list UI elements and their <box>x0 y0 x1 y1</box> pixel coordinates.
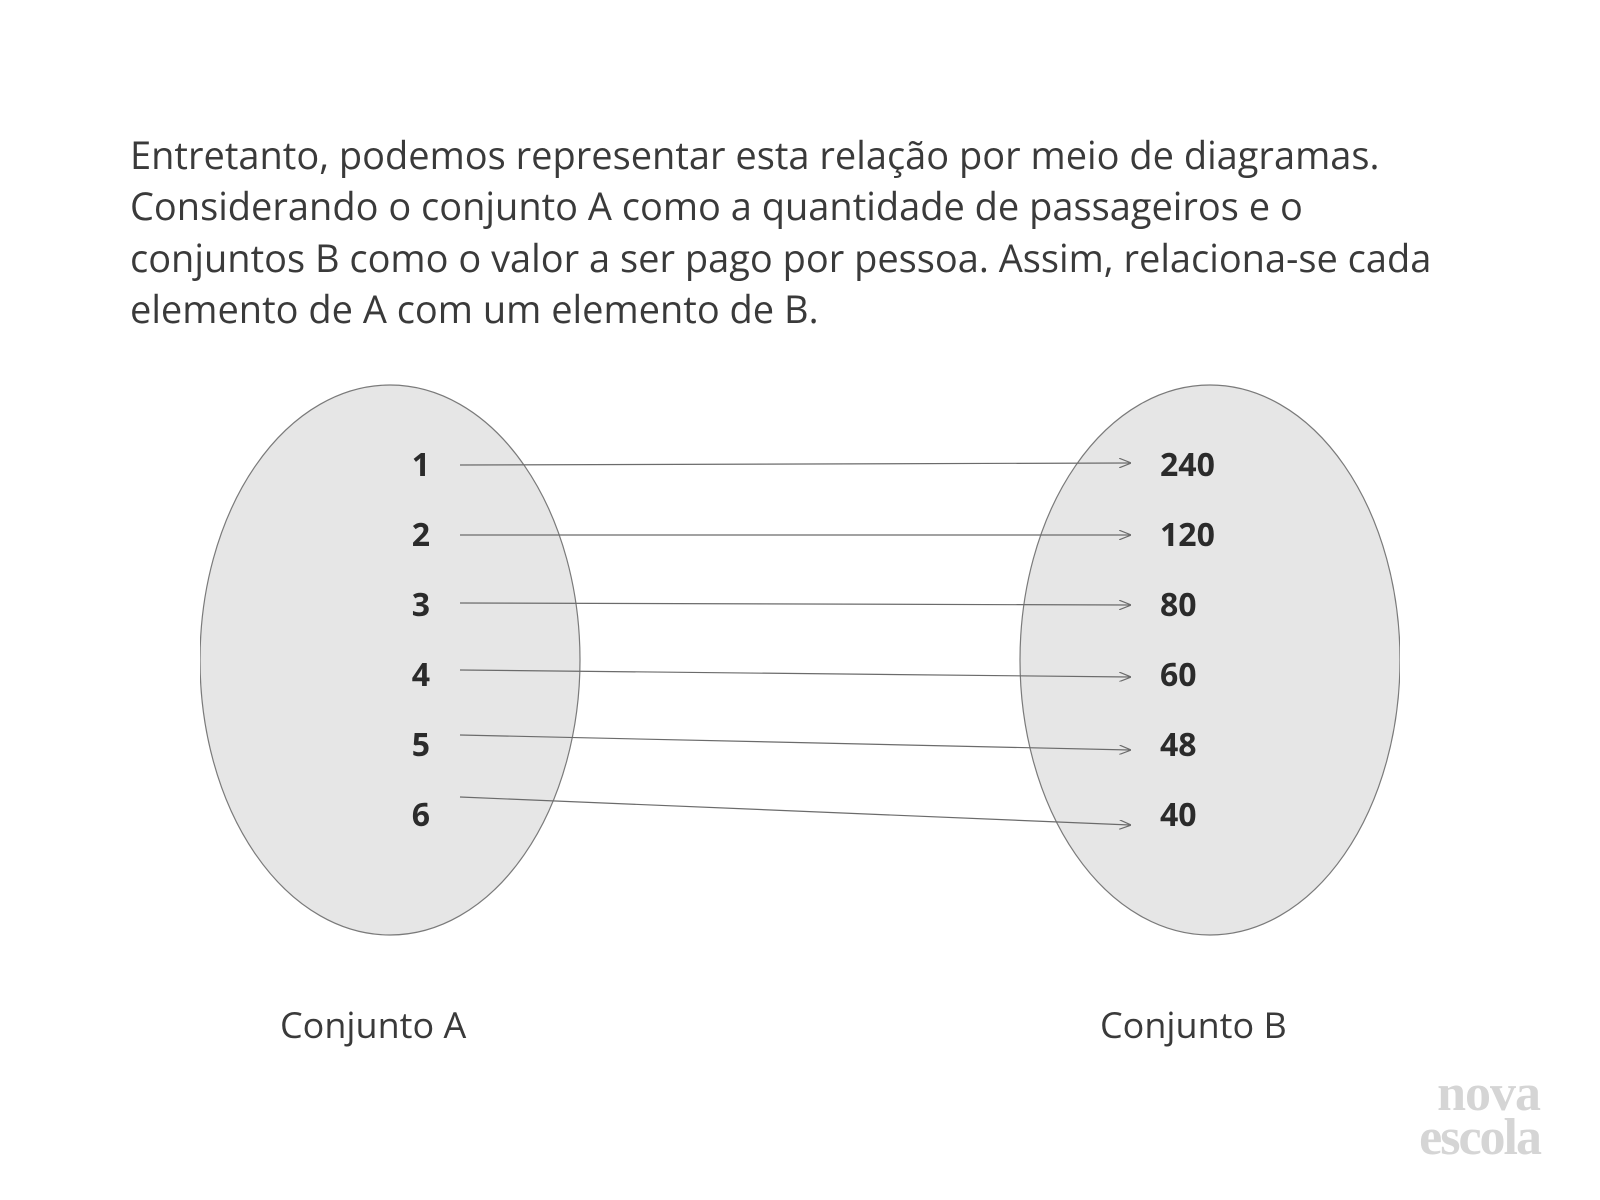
set-a-element: 4 <box>412 653 430 696</box>
set-a-element: 6 <box>412 793 430 836</box>
set-b-label: Conjunto B <box>1100 1000 1287 1049</box>
set-b-element: 40 <box>1160 793 1197 836</box>
set-a-element: 5 <box>412 723 430 766</box>
set-a-element: 2 <box>412 513 430 556</box>
set-mapping-diagram: 1 240 2 120 3 80 4 60 5 48 6 40 <box>200 370 1400 990</box>
intro-paragraph: Entretanto, podemos representar esta rel… <box>130 130 1440 335</box>
set-a-element: 1 <box>412 443 430 486</box>
set-a-ellipse <box>200 385 580 935</box>
page-root: Entretanto, podemos representar esta rel… <box>0 0 1600 1200</box>
nova-escola-logo: nova escola <box>1419 1072 1540 1160</box>
logo-line2: escola <box>1419 1116 1540 1160</box>
set-b-element: 120 <box>1160 513 1215 556</box>
set-b-element: 240 <box>1160 443 1215 486</box>
set-b-element: 80 <box>1160 583 1197 626</box>
mapping-arrow <box>460 797 1130 825</box>
set-a-element: 3 <box>412 583 430 626</box>
set-a-label: Conjunto A <box>280 1000 466 1049</box>
set-b-element: 60 <box>1160 653 1197 696</box>
set-b-element: 48 <box>1160 723 1197 766</box>
mapping-arrow <box>460 463 1130 465</box>
